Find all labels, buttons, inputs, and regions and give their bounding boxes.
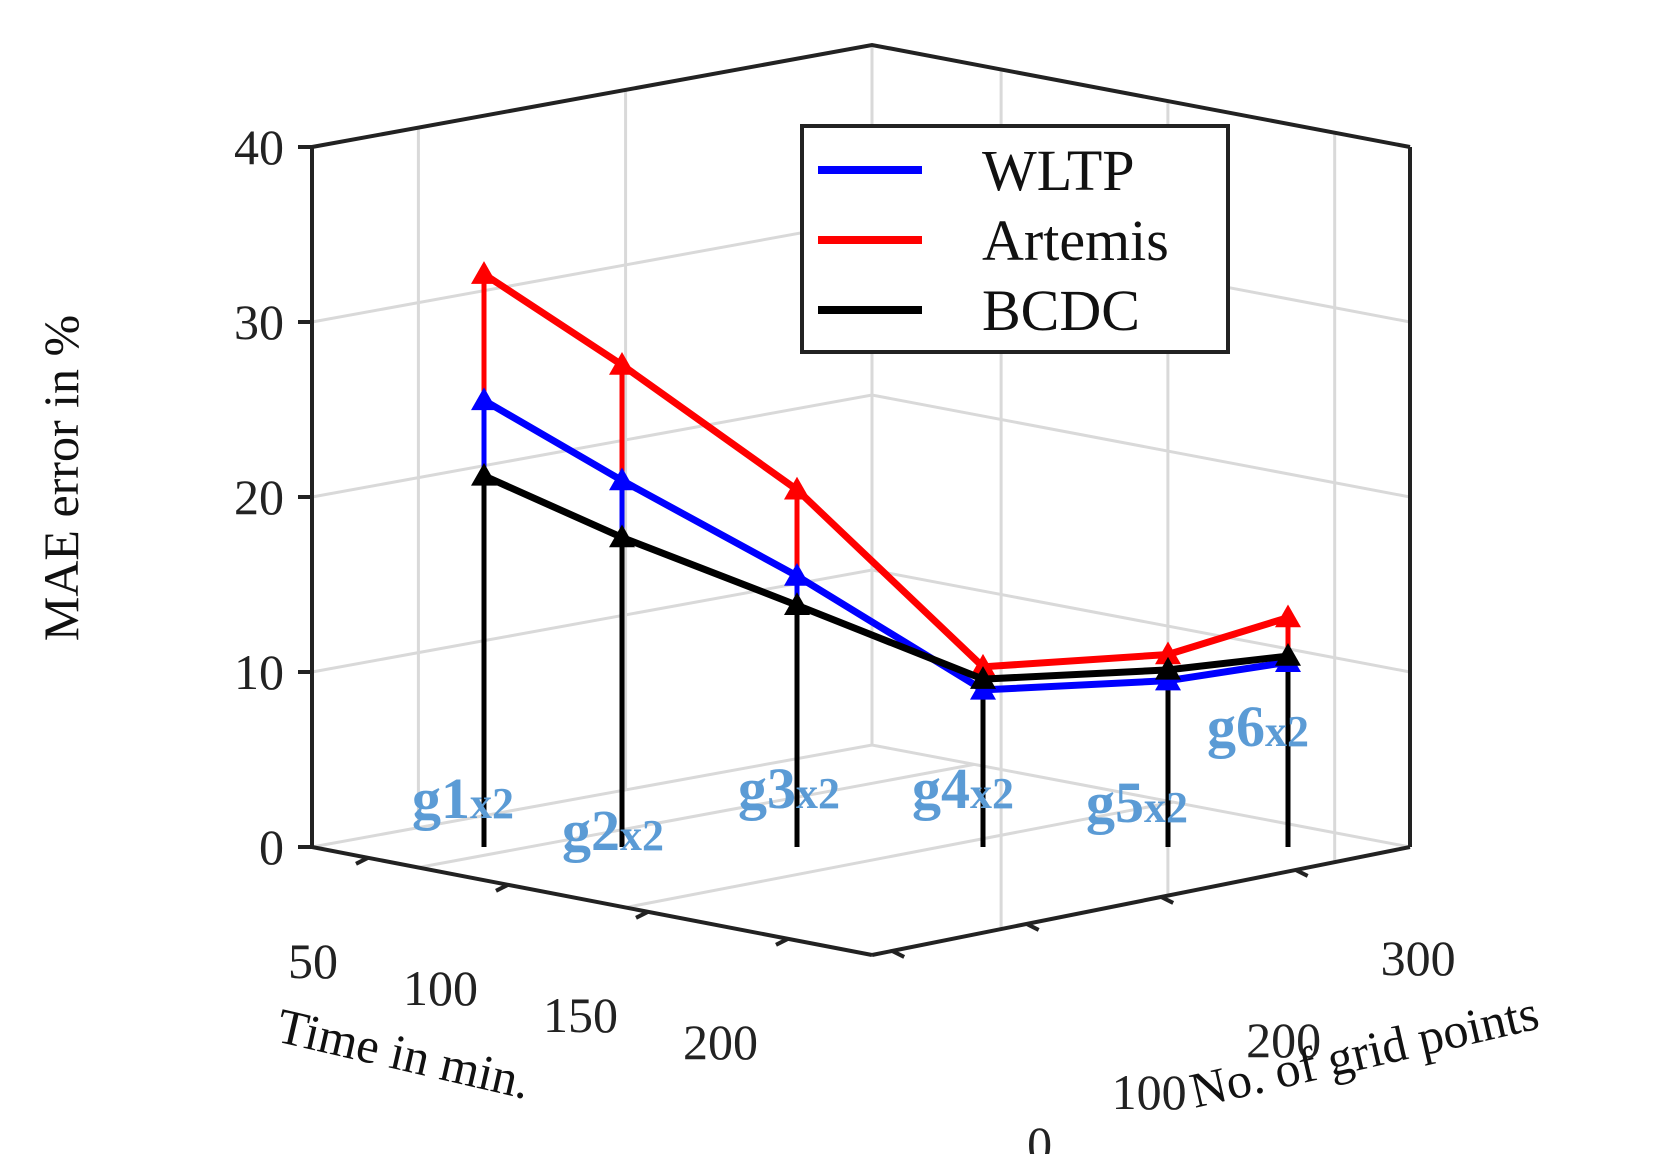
- grid-line-z: [311, 568, 1411, 674]
- point-label: g3x2: [738, 756, 840, 821]
- series-line-bcdc: [482, 472, 1289, 683]
- data-point: [784, 562, 810, 586]
- data-point: [1155, 641, 1181, 665]
- data-point: [970, 653, 996, 677]
- data-point: [1275, 604, 1301, 628]
- x-tick-mark: [635, 910, 649, 920]
- point-label: g5x2: [1086, 770, 1188, 835]
- x-tick-label: 150: [543, 987, 618, 1043]
- z-tick-label: 40: [234, 119, 284, 175]
- data-point: [784, 476, 810, 500]
- grid-line-floor: [418, 762, 975, 869]
- y-tick-label: 300: [1381, 930, 1456, 986]
- series-line-wltp: [482, 397, 1289, 694]
- legend-label-bcdc: BCDC: [982, 278, 1140, 343]
- data-point: [970, 666, 996, 689]
- y-tick-mark: [891, 949, 906, 959]
- y-tick-label: 100: [1112, 1064, 1187, 1120]
- x-tick-mark: [495, 883, 509, 893]
- x-tick-label: 100: [403, 960, 478, 1016]
- grid-line-floor: [625, 800, 1174, 909]
- data-point: [1275, 643, 1301, 666]
- data-point: [471, 387, 497, 411]
- data-point: [471, 462, 497, 486]
- point-label: g6x2: [1207, 694, 1309, 759]
- data-point: [471, 261, 497, 284]
- y-tick-label: 0: [1027, 1116, 1052, 1154]
- y-tick-mark: [1025, 922, 1040, 932]
- y-axis-label: No. of grid points: [1185, 984, 1544, 1119]
- points-axis-line: [871, 845, 1411, 957]
- x-tick-mark: [775, 937, 789, 947]
- data-point: [1155, 656, 1181, 680]
- legend-label-wltp: WLTP: [982, 138, 1135, 203]
- x-tick-label: 200: [683, 1014, 758, 1070]
- z-tick-label: 20: [234, 469, 284, 525]
- series-line-artemis: [482, 271, 1290, 671]
- y-tick-mark: [1160, 895, 1175, 905]
- data-point: [609, 351, 635, 375]
- z-tick-label: 30: [234, 294, 284, 350]
- z-tick-label: 0: [259, 819, 284, 875]
- series-lines: [471, 261, 1301, 700]
- x-tick-mark: [355, 856, 369, 866]
- point-label: g4x2: [912, 756, 1014, 821]
- legend-label-artemis: Artemis: [982, 208, 1169, 273]
- data-point: [609, 467, 635, 491]
- tick-labels: 0 10 20 30 40 50 100 150 200 0 100 200 300: [234, 119, 1456, 1154]
- data-point: [784, 592, 810, 615]
- x-tick-label: 50: [288, 933, 338, 989]
- axis-labels: MAE error in %Time in min. No. of grid po…: [33, 315, 1544, 1119]
- time-axis-line: [311, 845, 873, 957]
- z-axis-label: MAE error in %: [33, 315, 89, 641]
- point-labels: g1x2 g2x2 g3x2 g4x2 g5x2 g6x2: [412, 694, 1309, 863]
- point-label: g1x2: [412, 766, 514, 831]
- y-tick-mark: [1294, 868, 1309, 878]
- z-tick-label: 10: [234, 644, 284, 700]
- stems: [481, 274, 1291, 847]
- data-point: [609, 524, 635, 548]
- top-edge-line: [311, 42, 1411, 149]
- point-label: g2x2: [562, 798, 664, 863]
- y-tick-label: 200: [1246, 1012, 1321, 1068]
